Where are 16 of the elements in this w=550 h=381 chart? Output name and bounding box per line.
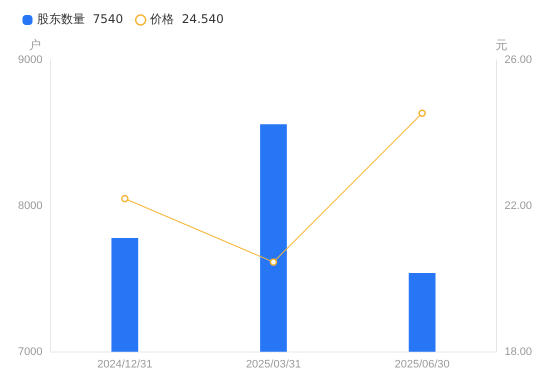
legend-label: 价格 24.540 <box>149 12 224 26</box>
y-axis-title: 户 <box>29 38 41 52</box>
y-tick-label: 7000 <box>18 346 42 358</box>
point <box>270 258 278 266</box>
x-tick-label: 2024/12/31 <box>97 358 152 370</box>
y2-tick-label: 22.00 <box>504 200 532 212</box>
y-tick-label: 9000 <box>18 54 42 66</box>
x-tick-label: 2025/03/31 <box>246 358 302 370</box>
point <box>418 110 426 118</box>
y2-tick-label: 18.00 <box>504 346 532 358</box>
x-tick-label: 2025/06/30 <box>394 358 450 370</box>
y2-axis-title: 元 <box>495 38 508 52</box>
y2-tick-label: 26.00 <box>504 54 532 66</box>
legend-label: 股东数量 7540 <box>37 12 124 26</box>
point <box>121 194 129 202</box>
y-tick-label: 8000 <box>18 200 42 212</box>
